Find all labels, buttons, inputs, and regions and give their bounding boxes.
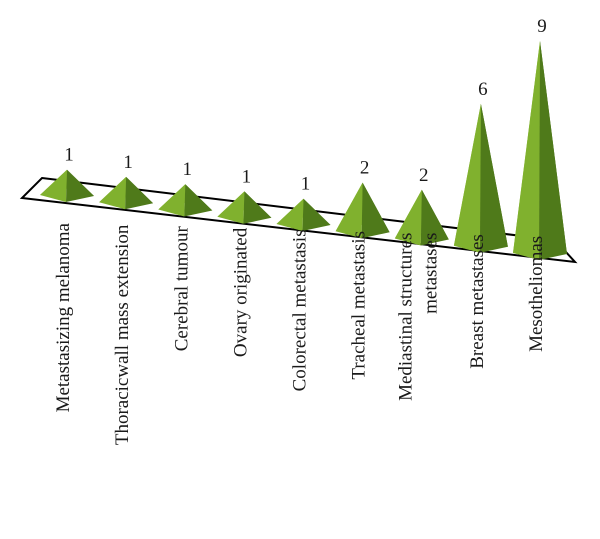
category-label: Colorectal metastasis: [290, 229, 311, 391]
category-label: Breast metastases: [467, 234, 488, 369]
category-label: Mediastinal structures metastases: [395, 233, 441, 401]
data-label: 9: [537, 16, 547, 37]
pyramid-face-front-right: [243, 191, 272, 224]
data-label: 1: [183, 159, 193, 180]
data-label: 1: [242, 166, 252, 187]
data-label: 6: [478, 79, 488, 100]
category-label: Cerebral tumour: [171, 226, 192, 352]
pyramid-face-front-left: [99, 176, 127, 210]
category-label-line: Tracheal metastasis: [349, 231, 370, 380]
pyramid-bar: [158, 184, 213, 217]
category-label: Tracheal metastasis: [349, 231, 370, 380]
pyramid-face-front-right: [361, 182, 390, 239]
pyramid-bar: [40, 169, 94, 202]
pyramid-face-front-left: [217, 191, 245, 224]
category-label: Metastasizing melanoma: [53, 222, 74, 412]
category-label: Thoracicwall mass extension: [112, 224, 133, 445]
pyramid-face-front-right: [125, 176, 154, 210]
data-label: 2: [360, 158, 370, 179]
category-label: Mesotheliomas: [526, 236, 547, 352]
pyramid-face-front-left: [158, 184, 186, 217]
data-label: 1: [301, 174, 311, 195]
category-label-line: metastases: [420, 233, 441, 314]
category-label-line: Metastasizing melanoma: [53, 222, 74, 412]
pyramid-bar: [453, 103, 508, 253]
pyramid-face-front-left: [276, 198, 304, 231]
pyramid-bar: [335, 182, 390, 239]
pyramid-bar: [276, 198, 331, 231]
category-label-line: Mediastinal structures: [395, 233, 416, 401]
category-label: Ovary originated: [230, 227, 251, 357]
pyramid-face-front-right: [539, 41, 567, 260]
pyramid-face-front-right: [184, 184, 213, 217]
pyramid-bar: [513, 41, 567, 260]
pyramid-bar: [394, 189, 449, 246]
category-label-line: Colorectal metastasis: [290, 229, 311, 391]
pyramid-bar: [99, 176, 154, 210]
pyramid-bar: [217, 191, 272, 224]
data-label: 1: [123, 152, 133, 173]
category-label-line: Thoracicwall mass extension: [112, 224, 133, 445]
category-label-line: Cerebral tumour: [171, 226, 192, 352]
pyramid-face-front-left: [40, 169, 67, 202]
data-label: 2: [419, 165, 429, 186]
pyramid-face-front-right: [66, 169, 94, 202]
pyramid-face-front-left: [394, 189, 422, 246]
pyramid-face-front-left: [335, 182, 363, 239]
category-label-line: Breast metastases: [467, 234, 488, 369]
pyramid-face-front-right: [420, 189, 449, 246]
pyramid-face-front-left: [453, 103, 481, 253]
category-label-line: Ovary originated: [230, 227, 251, 357]
category-label-line: Mesotheliomas: [526, 236, 547, 352]
pyramid-face-front-right: [302, 198, 331, 231]
pyramid-face-front-left: [513, 41, 540, 260]
pyramid-face-front-right: [479, 103, 508, 253]
data-label: 1: [64, 145, 74, 166]
